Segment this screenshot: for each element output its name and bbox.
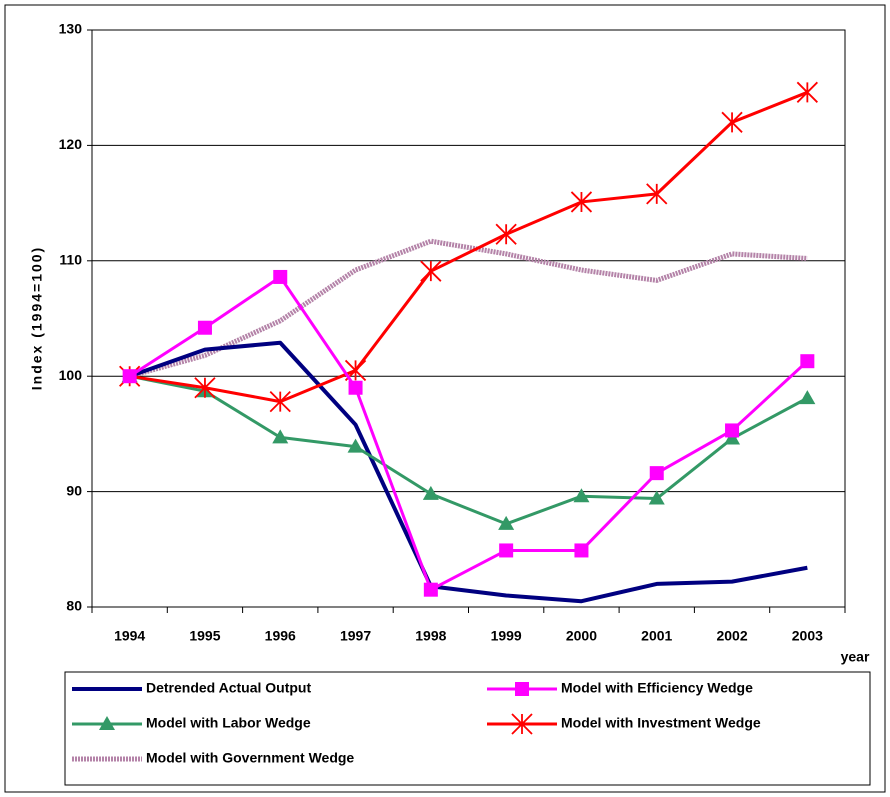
y-tick-label: 130 [59,21,83,37]
marker [648,490,665,505]
legend-marker [515,682,529,696]
marker [574,543,589,558]
legend-marker [99,716,115,730]
marker [348,380,363,395]
marker [272,429,289,444]
legend-box [64,671,871,786]
marker [725,423,740,438]
marker [422,485,439,500]
marker [420,260,442,282]
marker [796,81,818,103]
marker [799,390,816,405]
legend-label: Model with Investment Wedge [561,715,761,731]
y-tick-label: 100 [59,367,83,383]
marker [273,269,288,284]
marker [570,191,593,213]
chart-border [4,4,886,793]
x-tick-label: 1998 [415,628,446,644]
x-tick-label: 2003 [792,628,823,644]
marker [646,183,668,205]
series-line [129,374,809,526]
x-tick-label: 2001 [641,628,672,644]
y-tick-label: 80 [66,598,82,614]
x-tick-label: 1999 [491,628,522,644]
marker [721,111,743,133]
x-tick-label: 2002 [716,628,747,644]
y-tick-label: 120 [59,136,83,152]
legend-marker [511,713,533,735]
legend-label: Model with Government Wedge [146,750,354,766]
marker [724,430,741,445]
marker [495,223,517,245]
marker [573,488,590,503]
legend-label: Detrended Actual Output [146,680,311,696]
marker [499,543,514,558]
marker [122,369,137,384]
marker [347,438,364,453]
series-line [128,340,808,604]
x-tick-label: 1995 [189,628,220,644]
x-tick-label: 1997 [340,628,371,644]
marker [194,377,216,399]
series-line [128,238,808,379]
marker [269,390,291,413]
marker [423,582,438,597]
y-axis-label: Index (1994=100) [29,246,45,390]
marker [498,515,515,530]
x-tick-label: 1994 [114,628,145,644]
marker [197,320,212,335]
marker [800,354,815,369]
series-line [128,275,809,592]
x-tick-label: 2000 [566,628,597,644]
x-axis-label: year [841,649,870,665]
marker [649,466,664,481]
y-tick-label: 90 [66,482,82,498]
legend-label: Model with Efficiency Wedge [561,680,753,696]
series-line [129,90,808,404]
legend-label: Model with Labor Wedge [146,715,311,731]
x-tick-label: 1996 [265,628,296,644]
y-tick-label: 110 [59,252,82,268]
